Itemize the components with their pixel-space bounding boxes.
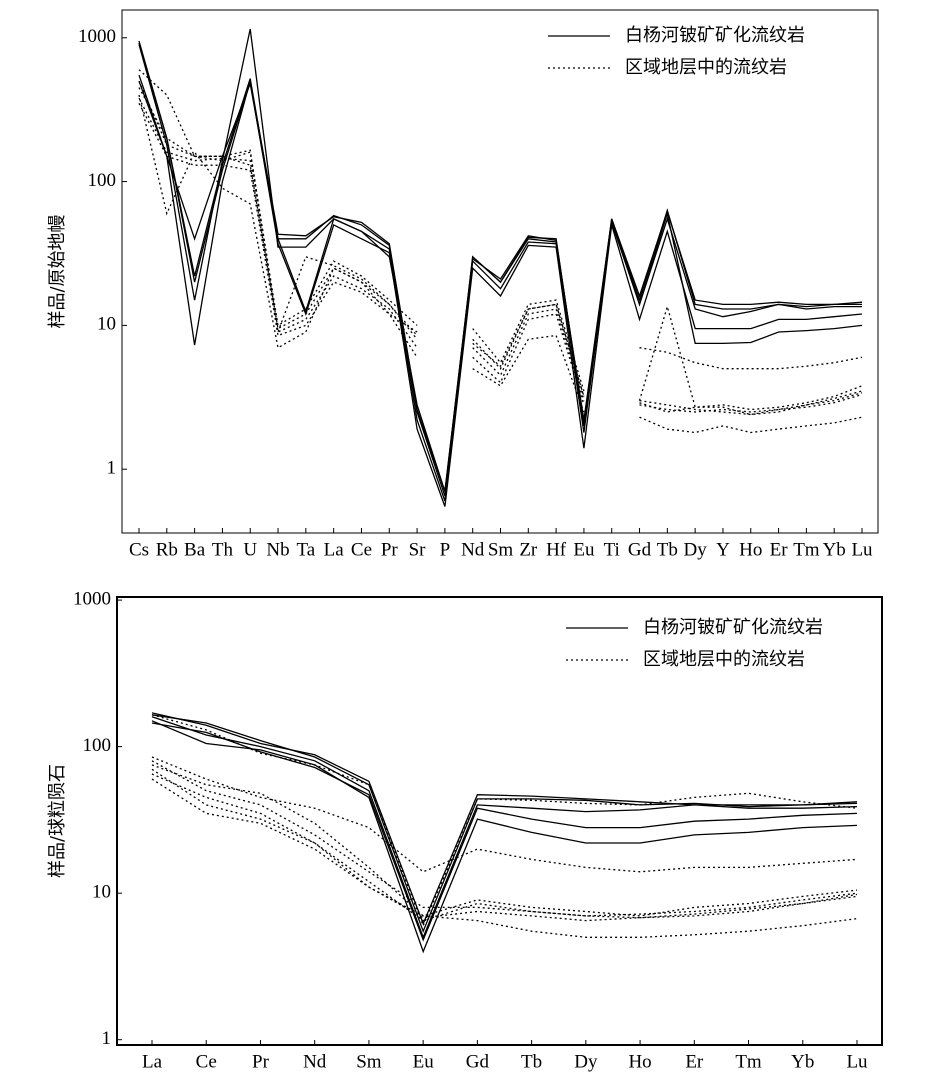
x-tick-label: Th bbox=[212, 539, 234, 560]
x-tick-label: Y bbox=[716, 539, 730, 560]
sample-line bbox=[151, 714, 858, 928]
x-tick-label: Rb bbox=[156, 539, 178, 560]
sample-line bbox=[138, 94, 863, 434]
x-tick-label: Nd bbox=[303, 1051, 327, 1072]
sample-line bbox=[138, 80, 863, 416]
sample-line bbox=[138, 97, 863, 416]
y-tick-label: 100 bbox=[83, 735, 112, 756]
x-tick-label: Ba bbox=[184, 539, 206, 560]
x-tick-label: Dy bbox=[574, 1051, 598, 1072]
x-tick-label: Tb bbox=[521, 1051, 542, 1072]
x-tick-label: Yb bbox=[823, 539, 846, 560]
x-tick-label: Dy bbox=[684, 539, 708, 560]
x-tick-label: Eu bbox=[573, 539, 595, 560]
x-tick-label: Tb bbox=[657, 539, 678, 560]
x-tick-label: Gd bbox=[466, 1051, 490, 1072]
legend-label: 白杨河铍矿矿化流纹岩 bbox=[625, 25, 805, 46]
sample-line bbox=[138, 80, 863, 492]
x-tick-label: La bbox=[324, 539, 345, 560]
x-tick-label: Tm bbox=[793, 539, 820, 560]
sample-line bbox=[138, 74, 863, 507]
sample-line bbox=[151, 773, 858, 922]
x-tick-label: Eu bbox=[413, 1051, 435, 1072]
x-tick-label: U bbox=[243, 539, 257, 560]
x-tick-label: Tm bbox=[735, 1051, 762, 1072]
sample-line bbox=[138, 28, 862, 502]
y-tick-label: 1000 bbox=[78, 26, 116, 47]
sample-line bbox=[151, 716, 858, 940]
plot-frame bbox=[116, 596, 883, 1046]
x-tick-label: Lu bbox=[846, 1051, 868, 1072]
x-tick-label: Ce bbox=[196, 1051, 217, 1072]
sample-line bbox=[138, 40, 863, 497]
x-tick-label: Cs bbox=[129, 539, 149, 560]
y-tick-label: 10 bbox=[92, 882, 111, 903]
x-tick-label: Er bbox=[685, 1051, 704, 1072]
y-axis-label: 样品/球粒陨石 bbox=[47, 764, 68, 878]
sample-line bbox=[151, 720, 858, 954]
x-tick-label: Ta bbox=[296, 539, 315, 560]
x-tick-label: Ti bbox=[604, 539, 620, 560]
x-tick-label: Er bbox=[770, 539, 789, 560]
x-tick-label: Zr bbox=[519, 539, 538, 560]
sample-line bbox=[138, 87, 863, 411]
x-tick-label: Nd bbox=[461, 539, 485, 560]
plot-frame bbox=[121, 9, 879, 534]
x-tick-label: Pr bbox=[252, 1051, 270, 1072]
y-tick-label: 1000 bbox=[73, 588, 111, 609]
y-tick-label: 10 bbox=[97, 314, 116, 335]
sample-line bbox=[151, 714, 858, 933]
x-tick-label: P bbox=[440, 539, 451, 560]
x-tick-label: Yb bbox=[791, 1051, 814, 1072]
x-tick-label: Pr bbox=[381, 539, 399, 560]
sample-line bbox=[138, 42, 862, 492]
x-tick-label: Lu bbox=[851, 539, 873, 560]
x-tick-label: Sm bbox=[356, 1051, 382, 1072]
x-tick-label: Ce bbox=[351, 539, 372, 560]
x-tick-label: Nb bbox=[266, 539, 289, 560]
legend-label: 白杨河铍矿矿化流纹岩 bbox=[643, 617, 823, 638]
sample-line bbox=[138, 102, 863, 413]
sample-line bbox=[151, 768, 858, 938]
sample-line bbox=[138, 69, 863, 392]
x-tick-label: Sm bbox=[488, 539, 514, 560]
sample-line bbox=[151, 722, 858, 942]
legend-label: 区域地层中的流纹岩 bbox=[643, 649, 805, 670]
x-tick-label: Sr bbox=[409, 539, 427, 560]
x-tick-label: Ho bbox=[628, 1051, 651, 1072]
y-axis-label: 样品/原始地幔 bbox=[47, 214, 68, 328]
sample-line bbox=[151, 712, 858, 926]
sample-line bbox=[151, 778, 858, 922]
x-tick-label: Ho bbox=[739, 539, 762, 560]
sample-line bbox=[151, 756, 858, 873]
sample-line bbox=[151, 760, 858, 919]
legend-label: 区域地层中的流纹岩 bbox=[625, 57, 787, 78]
y-tick-label: 100 bbox=[88, 170, 117, 191]
x-tick-label: Hf bbox=[546, 539, 567, 560]
y-tick-label: 1 bbox=[107, 458, 117, 479]
y-tick-label: 1 bbox=[102, 1028, 112, 1049]
x-tick-label: Gd bbox=[628, 539, 652, 560]
sample-line bbox=[151, 764, 858, 917]
x-tick-label: La bbox=[142, 1051, 163, 1072]
